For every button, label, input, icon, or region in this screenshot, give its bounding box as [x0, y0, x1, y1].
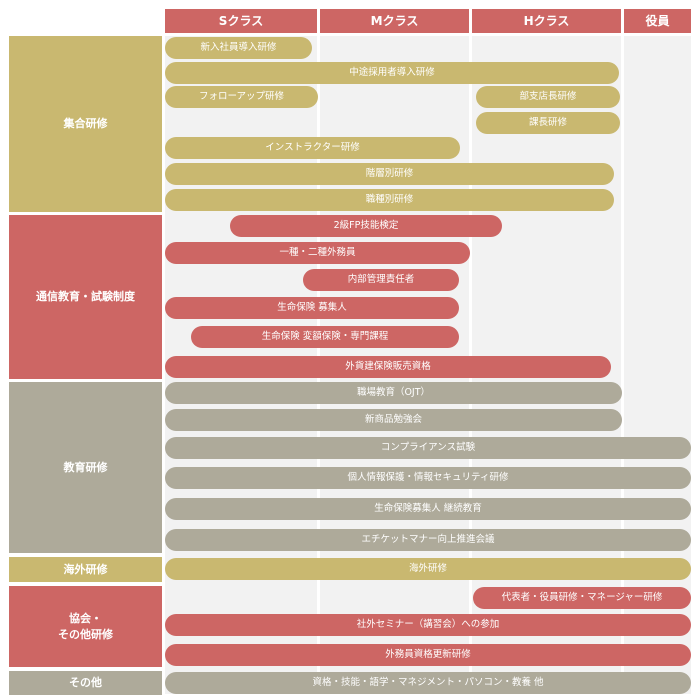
- bar-external-seminar: 社外セミナー（講習会）への参加: [165, 614, 691, 636]
- bar-etiquette-meeting: エチケットマナー向上推進会議: [165, 529, 691, 551]
- header-m-class: Mクラス: [320, 9, 469, 33]
- bar-product-study: 新商品勉強会: [165, 409, 622, 431]
- bar-branch-manager-training: 部支店長研修: [476, 86, 620, 108]
- category-group-training: 集合研修: [9, 36, 162, 212]
- bar-info-security-training: 個人情報保護・情報セキュリティ研修: [165, 467, 691, 489]
- bar-new-hire-training: 新入社員導入研修: [165, 37, 312, 59]
- header-h-class: Hクラス: [472, 9, 621, 33]
- bar-overseas-training: 海外研修: [165, 558, 691, 580]
- bar-compliance-exam: コンプライアンス試験: [165, 437, 691, 459]
- category-overseas: 海外研修: [9, 557, 162, 582]
- bar-tiered-training: 階層別研修: [165, 163, 614, 185]
- header-executive: 役員: [624, 9, 691, 33]
- bar-sales-rep-license: 一種・二種外務員: [165, 242, 470, 264]
- bar-sales-license-renewal: 外務員資格更新研修: [165, 644, 691, 666]
- bar-fp2-exam: 2級FP技能検定: [230, 215, 502, 237]
- category-correspondence: 通信教育・試験制度: [9, 215, 162, 379]
- category-other: その他: [9, 671, 162, 695]
- category-education: 教育研修: [9, 382, 162, 553]
- bar-ojt: 職場教育（OJT）: [165, 382, 622, 404]
- bar-compliance-officer: 内部管理責任者: [303, 269, 459, 291]
- bar-life-insurance-recruiter: 生命保険 募集人: [165, 297, 459, 319]
- bar-misc-training: 資格・技能・語学・マネジメント・パソコン・教養 他: [165, 672, 691, 694]
- bar-follow-up-training: フォローアップ研修: [165, 86, 318, 108]
- column-bg-exec: [624, 36, 691, 694]
- bar-section-manager-training: 課長研修: [476, 112, 620, 134]
- bar-instructor-training: インストラクター研修: [165, 137, 460, 159]
- bar-life-insurance-variable: 生命保険 変額保険・専門課程: [191, 326, 459, 348]
- bar-foreign-insurance: 外貨建保険販売資格: [165, 356, 611, 378]
- bar-job-type-training: 職種別研修: [165, 189, 614, 211]
- header-s-class: Sクラス: [165, 9, 317, 33]
- bar-life-continuing-education: 生命保険募集人 継続教育: [165, 498, 691, 520]
- bar-executive-training: 代表者・役員研修・マネージャー研修: [473, 587, 691, 609]
- category-association: 協会・ その他研修: [9, 586, 162, 667]
- bar-mid-career-training: 中途採用者導入研修: [165, 62, 619, 84]
